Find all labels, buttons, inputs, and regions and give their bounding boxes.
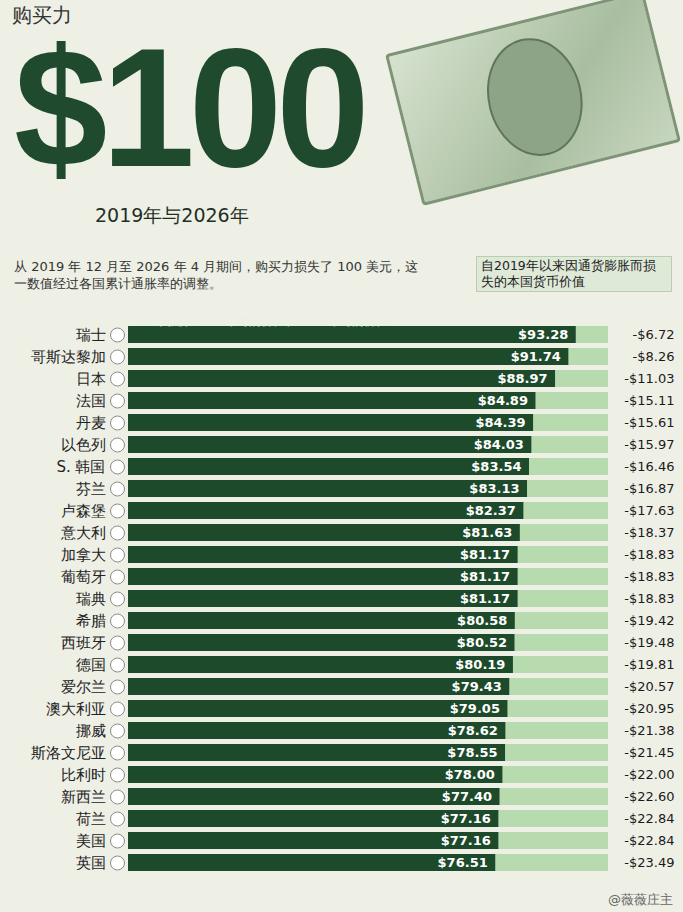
svg-text:$77.40: $77.40 <box>442 789 492 804</box>
svg-text:$78.62: $78.62 <box>448 723 498 738</box>
html-text:自2019年以来因通货膨胀而损失的本国货币价值: 自2019年以来因通货膨胀而损失的本国货币价值 <box>481 258 656 289</box>
svg-text:-$17.63: -$17.63 <box>624 503 674 518</box>
svg-text:-$11.03: -$11.03 <box>624 371 674 386</box>
svg-text:-$18.83: -$18.83 <box>624 569 674 584</box>
svg-text:$79.43: $79.43 <box>452 679 502 694</box>
svg-text:-$23.49: -$23.49 <box>624 855 674 870</box>
svg-text:美国: 美国 <box>76 832 106 850</box>
svg-text:$84.89: $84.89 <box>478 393 528 408</box>
svg-text:-$20.57: -$20.57 <box>624 679 674 694</box>
svg-text:$84.39: $84.39 <box>475 415 525 430</box>
svg-text:-$18.83: -$18.83 <box>624 591 674 606</box>
svg-text:-$22.00: -$22.00 <box>624 767 674 782</box>
svg-text:-$20.95: -$20.95 <box>624 701 674 716</box>
svg-text:挪威: 挪威 <box>76 722 106 740</box>
html-text:2019年与2026年: 2019年与2026年 <box>95 204 249 226</box>
svg-text:$93.28: $93.28 <box>518 327 568 342</box>
svg-text:$81.17: $81.17 <box>460 591 510 606</box>
svg-text:$88.97: $88.97 <box>497 371 547 386</box>
svg-text:$81.17: $81.17 <box>460 569 510 584</box>
html-text:$100: $100 <box>14 14 364 202</box>
svg-text:荷兰: 荷兰 <box>76 810 106 828</box>
svg-text:-$21.45: -$21.45 <box>624 745 674 760</box>
svg-text:-$19.81: -$19.81 <box>624 657 674 672</box>
svg-text:$83.54: $83.54 <box>471 459 521 474</box>
html-text:购买力: 购买力 <box>12 3 72 27</box>
svg-text:$84.03: $84.03 <box>474 437 524 452</box>
svg-text:-$18.83: -$18.83 <box>624 547 674 562</box>
svg-text:-$22.84: -$22.84 <box>624 833 674 848</box>
svg-text:芬兰: 芬兰 <box>76 480 106 498</box>
svg-text:德国: 德国 <box>76 656 106 674</box>
svg-text:$80.58: $80.58 <box>457 613 507 628</box>
svg-text:$78.00: $78.00 <box>445 767 495 782</box>
svg-text:$79.05: $79.05 <box>450 701 500 716</box>
svg-text:法国: 法国 <box>76 392 106 410</box>
svg-text:丹麦: 丹麦 <box>76 414 106 432</box>
svg-text:-$15.97: -$15.97 <box>624 437 674 452</box>
svg-text:英国: 英国 <box>76 854 106 872</box>
svg-text:$80.52: $80.52 <box>457 635 507 650</box>
svg-text:爱尔兰: 爱尔兰 <box>61 678 106 696</box>
svg-text:瑞士: 瑞士 <box>76 326 106 344</box>
html-text:从 2019 年 12 月至 2026 年 4 月期间，购买: 从 2019 年 12 月至 2026 年 4 月期间，购买力损失了 100 美… <box>14 259 419 291</box>
svg-text:-$8.26: -$8.26 <box>633 349 675 364</box>
svg-text:加拿大: 加拿大 <box>61 546 106 564</box>
svg-text:-$18.37: -$18.37 <box>624 525 674 540</box>
svg-text:-$6.72: -$6.72 <box>633 327 675 342</box>
svg-text:$78.55: $78.55 <box>447 745 497 760</box>
svg-text:$83.13: $83.13 <box>469 481 519 496</box>
html-text:100美元在2019年时的价值在2026年时的价值: 100美元在2019年时的价值在2026年时的价值 <box>136 314 388 328</box>
svg-text:以色列: 以色列 <box>61 436 106 454</box>
svg-text:比利时: 比利时 <box>61 766 106 784</box>
svg-text:-$15.61: -$15.61 <box>624 415 674 430</box>
svg-text:日本: 日本 <box>76 370 106 388</box>
svg-text:澳大利亚: 澳大利亚 <box>46 700 106 718</box>
svg-text:瑞典: 瑞典 <box>76 590 106 608</box>
html-text:@薇薇庄主: @薇薇庄主 <box>608 892 673 907</box>
svg-text:$77.16: $77.16 <box>441 811 491 826</box>
svg-text:-$22.60: -$22.60 <box>624 789 674 804</box>
svg-text:S. 韩国: S. 韩国 <box>56 458 105 476</box>
svg-text:$91.74: $91.74 <box>511 349 561 364</box>
svg-text:葡萄牙: 葡萄牙 <box>61 568 106 586</box>
svg-text:$82.37: $82.37 <box>466 503 516 518</box>
svg-text:斯洛文尼亚: 斯洛文尼亚 <box>31 744 106 762</box>
svg-text:-$19.48: -$19.48 <box>624 635 674 650</box>
svg-text:-$15.11: -$15.11 <box>624 393 674 408</box>
svg-text:$77.16: $77.16 <box>441 833 491 848</box>
svg-text:-$21.38: -$21.38 <box>624 723 674 738</box>
svg-text:意大利: 意大利 <box>60 524 106 542</box>
svg-text:哥斯达黎加: 哥斯达黎加 <box>31 348 106 366</box>
svg-text:希腊: 希腊 <box>76 612 106 630</box>
svg-text:-$16.46: -$16.46 <box>624 459 674 474</box>
svg-text:-$19.42: -$19.42 <box>624 613 674 628</box>
svg-text:$76.51: $76.51 <box>438 855 488 870</box>
svg-text:新西兰: 新西兰 <box>61 788 106 806</box>
svg-text:$80.19: $80.19 <box>455 657 505 672</box>
svg-text:$81.63: $81.63 <box>462 525 512 540</box>
svg-text:卢森堡: 卢森堡 <box>61 502 106 520</box>
svg-text:-$22.84: -$22.84 <box>624 811 674 826</box>
svg-text:$81.17: $81.17 <box>460 547 510 562</box>
svg-text:-$16.87: -$16.87 <box>624 481 674 496</box>
svg-text:西班牙: 西班牙 <box>61 634 106 652</box>
